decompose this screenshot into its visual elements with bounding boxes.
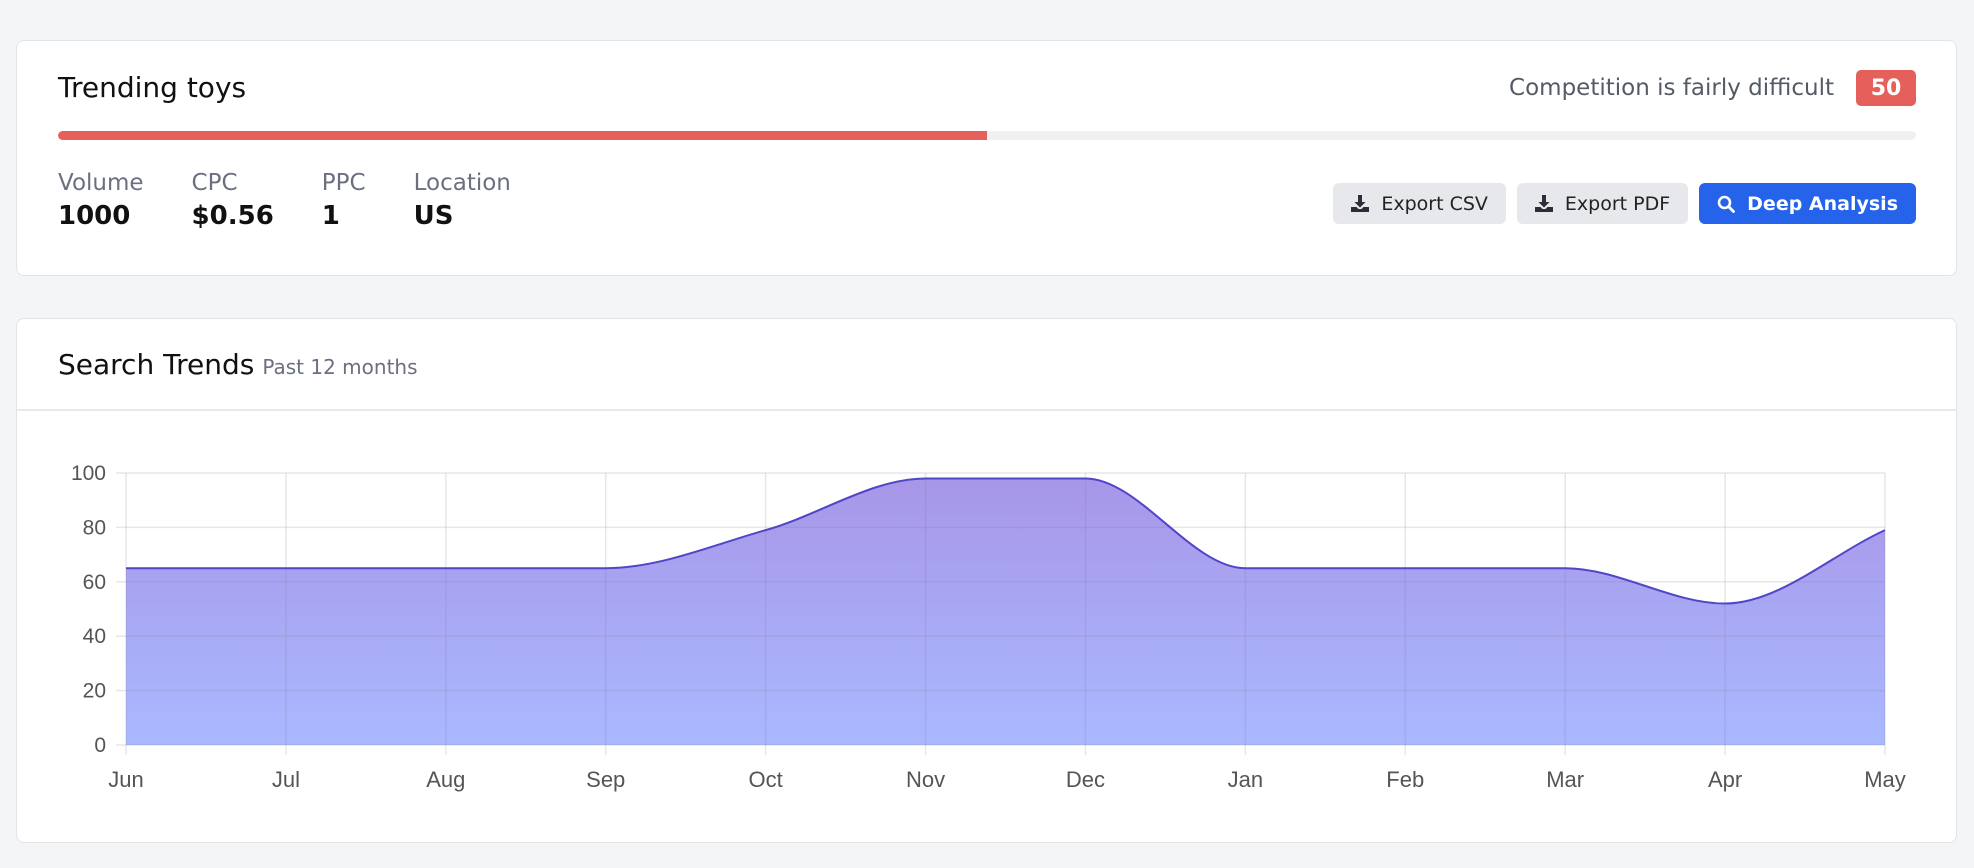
keyword-summary-card: Trending toys Competition is fairly diff… <box>16 40 1957 276</box>
export-pdf-button[interactable]: Export PDF <box>1516 183 1689 224</box>
export-csv-button[interactable]: Export CSV <box>1333 183 1506 224</box>
y-tick-label: 100 <box>71 462 106 485</box>
trend-line <box>126 477 1886 605</box>
export-actions: Export CSV Export PDF Deep Analysis <box>1333 183 1916 224</box>
y-tick-label: 80 <box>83 516 106 539</box>
difficulty-progress-fill <box>58 131 987 140</box>
x-tick-label: Dec <box>1066 767 1105 792</box>
stat-ppc: PPC 1 <box>322 168 366 234</box>
difficulty-progress-bar <box>58 131 1916 140</box>
search-trends-chart: 0 20 40 60 80 100 Jun Jul Aug Sep Oct Nov Dec Jan Feb M… <box>71 462 1906 792</box>
stat-cpc: CPC $0.56 <box>192 168 274 234</box>
trends-header: Search Trends Past 12 months <box>17 319 1956 411</box>
trend-area <box>126 478 1885 745</box>
stat-label: CPC <box>191 170 238 196</box>
x-tick-label: Jul <box>272 767 300 792</box>
y-tick-label: 20 <box>83 680 106 703</box>
x-tick-label: Jan <box>1228 767 1263 792</box>
competition-indicator: Competition is fairly difficult 50 <box>1509 70 1916 106</box>
y-tick-label: 60 <box>83 571 106 594</box>
y-tick-label: 40 <box>83 625 106 648</box>
stat-volume: Volume 1000 <box>58 168 144 234</box>
difficulty-badge: 50 <box>1856 70 1916 106</box>
trends-title: Search Trends <box>58 347 255 381</box>
x-tick-label: Sep <box>586 767 625 792</box>
x-tick-label: Feb <box>1386 767 1424 792</box>
x-tick-label: May <box>1864 767 1906 792</box>
deep-analysis-button[interactable]: Deep Analysis <box>1699 183 1916 224</box>
x-tick-label: Nov <box>906 767 945 792</box>
x-tick-label: Mar <box>1546 767 1584 792</box>
stat-label: PPC <box>321 170 366 196</box>
stat-value: $0.56 <box>191 201 274 231</box>
y-tick-label: 0 <box>94 734 106 757</box>
x-tick-label: Apr <box>1708 767 1742 792</box>
export-pdf-label: Export PDF <box>1564 192 1671 215</box>
trends-subtitle: Past 12 months <box>262 355 418 379</box>
search-icon <box>1717 195 1736 213</box>
competition-text: Competition is fairly difficult <box>1509 75 1834 101</box>
x-tick-label: Jun <box>108 767 143 792</box>
keyword-stats: Volume 1000 CPC $0.56 PPC 1 Location US <box>58 168 559 234</box>
x-tick-label: Oct <box>749 767 783 792</box>
keyword-title: Trending toys <box>58 71 247 104</box>
deep-analysis-label: Deep Analysis <box>1747 192 1898 215</box>
x-tick-label: Aug <box>426 767 465 792</box>
stat-label: Location <box>413 170 511 196</box>
export-csv-label: Export CSV <box>1381 192 1488 215</box>
stat-label: Volume <box>58 170 144 196</box>
stat-value: US <box>413 201 454 231</box>
stat-location: Location US <box>414 168 511 234</box>
stat-value: 1000 <box>58 201 131 231</box>
download-icon <box>1534 195 1553 212</box>
download-icon <box>1351 195 1370 212</box>
search-trends-card: Search Trends Past 12 months 0 20 40 60 80 10… <box>16 318 1957 843</box>
stat-value: 1 <box>321 201 340 231</box>
